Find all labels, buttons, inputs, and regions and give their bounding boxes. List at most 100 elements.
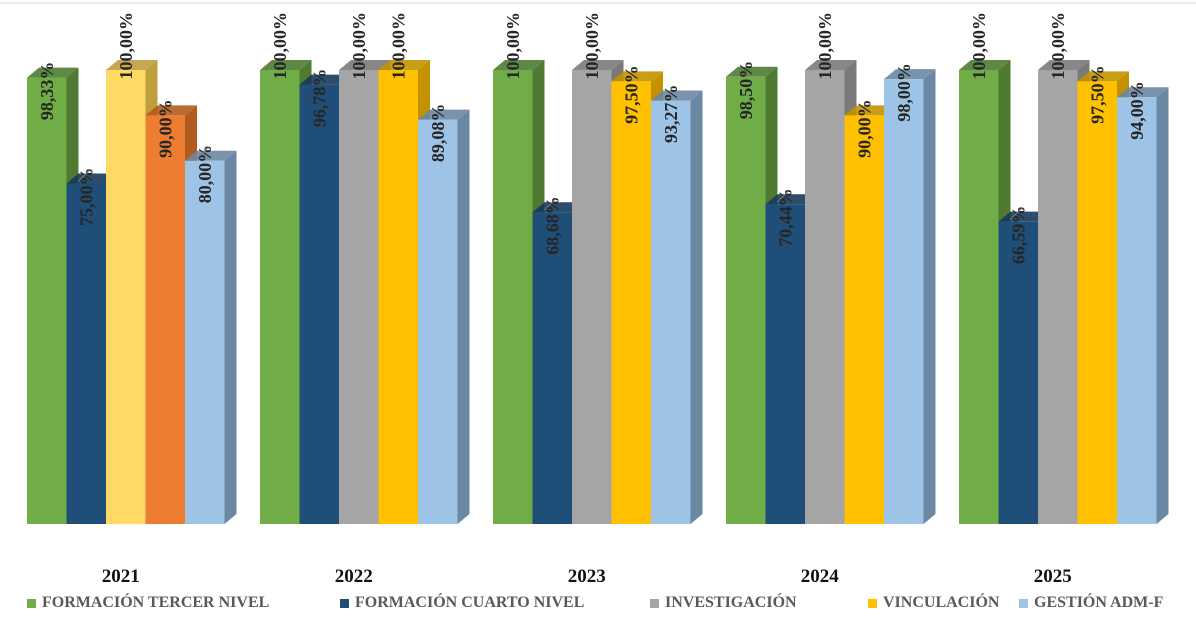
bar-2021-formacion-tercer-nivel — [27, 77, 67, 525]
bar-2022-formacion-cuarto-nivel — [299, 84, 339, 524]
bar-2024-formacion-tercer-nivel-top — [726, 66, 778, 77]
x-tick-label-2021: 2021 — [102, 566, 140, 587]
bar-2023-gestion-adm-f-top — [651, 90, 703, 101]
legend-item-investigacion: INVESTIGACIÓN — [650, 594, 797, 612]
data-label-2024-investigacion: 100,00% — [815, 12, 835, 80]
leader-line-2025-formacion-cuarto-nivel — [1009, 207, 1023, 221]
legend: FORMACIÓN TERCER NIVEL FORMACIÓN CUARTO N… — [0, 588, 1196, 618]
data-label-2023-gestion-adm-f: 93,27% — [661, 85, 681, 144]
bar-2025-formacion-tercer-nivel — [959, 70, 999, 524]
legend-label-gestion-adm-f: GESTIÓN ADM-F — [1034, 594, 1164, 611]
bar-2021-vinculacion-top — [145, 105, 197, 116]
legend-swatch-investigacion — [650, 598, 659, 608]
leader-line-2023-formacion-cuarto-nivel — [543, 197, 557, 211]
data-label-2024-vinculacion: 90,00% — [854, 99, 874, 157]
data-label-2021-formacion-tercer-nivel: 98,33% — [37, 62, 57, 121]
data-label-2023-formacion-tercer-nivel: 100,00% — [503, 12, 523, 80]
bar-2025-vinculacion — [1077, 81, 1117, 524]
bar-2023-investigacion-top — [572, 60, 624, 70]
legend-swatch-vinculacion — [868, 598, 877, 608]
bar-2022-investigacion — [339, 70, 379, 524]
data-label-2024-formacion-tercer-nivel: 98,50% — [736, 61, 756, 119]
bar-2024-gestion-adm-f — [884, 79, 924, 524]
bar-group-2025 — [959, 60, 1169, 525]
bar-2025-formacion-tercer-nivel-top — [959, 60, 1011, 70]
data-label-2022-formacion-tercer-nivel: 100,00% — [270, 12, 290, 80]
data-label-2022-vinculacion: 100,00% — [388, 12, 408, 80]
x-tick-label-2025: 2025 — [1034, 566, 1072, 587]
bar-2025-investigacion-top — [1038, 60, 1090, 70]
bar-2023-vinculacion — [611, 81, 651, 524]
bar-2025-gestion-adm-f-top — [1117, 87, 1169, 98]
legend-item-gestion-adm-f: GESTIÓN ADM-F — [1019, 594, 1163, 612]
data-label-2021-gestion-adm-f: 80,00% — [195, 145, 215, 204]
legend-item-vinculacion: VINCULACIÓN — [868, 594, 999, 612]
bar-2023-formacion-cuarto-nivel — [532, 212, 572, 524]
x-tick-label-2022: 2022 — [335, 566, 373, 587]
leader-line-2021-gestion-adm-f — [196, 146, 210, 160]
bar-2021-investigacion-top — [106, 60, 158, 70]
bar-2024-investigacion — [805, 70, 845, 524]
bar-2025-investigacion — [1038, 70, 1078, 524]
data-label-2021-vinculacion: 90,00% — [155, 99, 175, 157]
data-labels-layer: 98,33% 75,00% 100,00% 90,00% 80,00% 100,00% 96… — [37, 12, 1147, 264]
bar-2022-formacion-tercer-nivel — [260, 70, 300, 524]
bar-2021-formacion-tercer-nivel-top — [27, 67, 79, 78]
bar-2023-vinculacion-top — [611, 71, 663, 82]
bar-2024-gestion-adm-f-top — [884, 69, 936, 80]
bar-2022-vinculacion-top — [378, 60, 430, 70]
data-label-2021-investigacion: 100,00% — [116, 12, 136, 80]
data-label-2021-formacion-cuarto-nivel: 75,00% — [76, 168, 96, 227]
bar-2021-formacion-cuarto-nivel — [66, 183, 106, 524]
data-label-2025-investigacion: 100,00% — [1048, 12, 1068, 80]
data-label-2022-gestion-adm-f: 89,08% — [428, 104, 448, 163]
bar-2022-formacion-tercer-nivel-top — [260, 60, 312, 70]
bar-2025-vinculacion-top — [1077, 71, 1129, 82]
bar-2025-formacion-cuarto-nivel — [998, 221, 1038, 524]
legend-swatch-formacion-tercer-nivel — [27, 598, 36, 608]
legend-label-formacion-tercer-nivel: FORMACIÓN TERCER NIVEL — [42, 594, 270, 611]
bar-group-2024 — [726, 60, 936, 525]
bar-2021-investigacion — [106, 70, 146, 524]
bar-2021-vinculacion — [145, 115, 185, 525]
data-label-2025-formacion-cuarto-nivel: 66,59% — [1008, 206, 1028, 265]
bar-2022-gestion-adm-f-side — [457, 109, 470, 525]
bar-2022-gestion-adm-f — [418, 119, 458, 525]
leader-line-2021-formacion-cuarto-nivel — [77, 169, 91, 182]
bar-2025-gestion-adm-f — [1117, 97, 1157, 525]
leader-line-2024-formacion-cuarto-nivel — [776, 189, 790, 203]
bar-2024-formacion-cuarto-nivel — [765, 204, 805, 524]
bar-group-2023 — [493, 60, 703, 524]
legend-swatch-formacion-cuarto-nivel — [340, 598, 349, 608]
legend-swatch-gestion-adm-f — [1019, 598, 1028, 608]
bar-2022-formacion-cuarto-nivel-top — [299, 74, 351, 85]
x-tick-label-2023: 2023 — [568, 566, 606, 587]
bar-2023-gestion-adm-f-side — [690, 90, 703, 524]
bar-2025-gestion-adm-f-side — [1156, 87, 1169, 525]
legend-item-formacion-cuarto-nivel: FORMACIÓN CUARTO NIVEL — [340, 594, 584, 612]
bar-2023-gestion-adm-f — [651, 100, 691, 524]
bar-group-2021 — [27, 60, 237, 525]
bar-2024-formacion-tercer-nivel — [726, 76, 766, 524]
data-label-2023-investigacion: 100,00% — [582, 12, 602, 80]
bar-2023-investigacion — [572, 70, 612, 524]
bar-2021-gestion-adm-f-side — [224, 150, 237, 525]
data-label-2023-formacion-cuarto-nivel: 68,68% — [542, 196, 562, 255]
bar-2024-vinculacion-top — [844, 105, 896, 116]
data-label-2024-gestion-adm-f: 98,00% — [894, 63, 914, 122]
bar-2024-gestion-adm-f-side — [923, 69, 936, 524]
data-label-2025-gestion-adm-f: 94,00% — [1127, 81, 1147, 139]
x-tick-label-2024: 2024 — [801, 566, 840, 587]
legend-label-formacion-cuarto-nivel: FORMACIÓN CUARTO NIVEL — [355, 594, 585, 611]
bar-2024-investigacion-top — [805, 60, 857, 70]
bar-2022-vinculacion — [378, 70, 418, 524]
legend-item-formacion-tercer-nivel: FORMACIÓN TERCER NIVEL — [27, 594, 269, 612]
legend-label-investigacion: INVESTIGACIÓN — [665, 594, 797, 611]
legend-label-vinculacion: VINCULACIÓN — [883, 594, 1000, 611]
data-label-2025-vinculacion: 97,50% — [1087, 65, 1107, 124]
bar-group-2022 — [260, 60, 470, 525]
bar-2024-vinculacion — [844, 115, 884, 525]
bar-2022-investigacion-top — [339, 60, 391, 70]
data-label-2023-vinculacion: 97,50% — [621, 65, 641, 124]
